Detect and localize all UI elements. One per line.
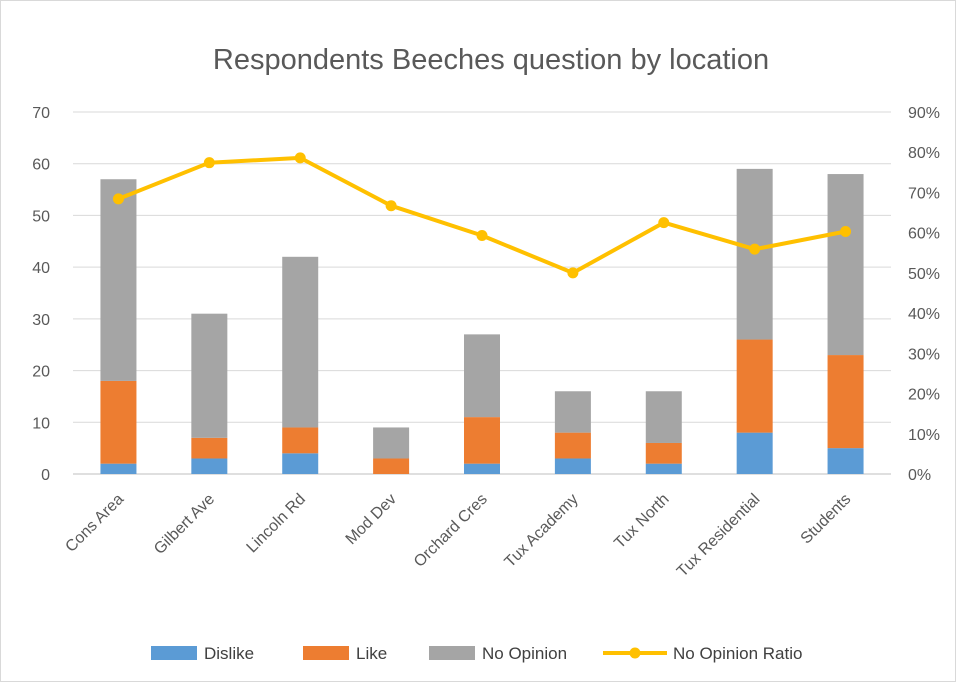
bar-no-opinion	[100, 179, 137, 381]
x-tick-label: Tux North	[611, 491, 672, 552]
bar-dislike	[191, 458, 228, 474]
bar-like	[736, 339, 773, 433]
bar-dislike	[554, 458, 591, 474]
right-tick-label: 40%	[908, 306, 940, 323]
legend: Dislike Like No Opinion No Opinion Ratio	[151, 644, 802, 663]
bar-no-opinion	[282, 256, 319, 428]
bar-dislike	[100, 463, 137, 474]
bar-like	[282, 427, 319, 454]
bar-like	[100, 380, 137, 464]
left-tick-label: 40	[32, 260, 50, 277]
x-axis: Cons Area Gilbert Ave Lincoln Rd Mod Dev Orc…	[62, 491, 854, 581]
bar-dislike	[736, 432, 773, 474]
bar-no-opinion	[827, 174, 864, 356]
x-tick-label: Gilbert Ave	[151, 491, 218, 558]
ratio-point	[112, 193, 124, 205]
bar-no-opinion	[464, 334, 500, 418]
bar-like	[645, 442, 682, 464]
right-tick-label: 30%	[908, 346, 940, 363]
legend-label: No Opinion	[482, 644, 567, 663]
right-tick-label: 0%	[908, 467, 931, 484]
right-tick-label: 10%	[908, 427, 940, 444]
ratio-point	[203, 157, 215, 169]
bar-no-opinion	[191, 313, 228, 438]
x-tick-label: Tux Academy	[502, 491, 582, 571]
left-tick-label: 70	[32, 105, 50, 122]
bar-like	[464, 417, 500, 464]
x-tick-label: Lincoln Rd	[244, 491, 309, 556]
left-tick-label: 0	[41, 467, 50, 484]
x-tick-label: Tux Residential	[674, 491, 764, 581]
ratio-point	[385, 200, 397, 212]
left-tick-label: 50	[32, 208, 50, 225]
right-tick-label: 50%	[908, 266, 940, 283]
bar-no-opinion	[554, 391, 591, 433]
x-tick-label: Mod Dev	[343, 491, 400, 548]
bar-like	[554, 432, 591, 459]
ratio-point	[749, 243, 761, 255]
right-tick-label: 70%	[908, 185, 940, 202]
ratio-point	[658, 217, 670, 229]
x-tick-label: Cons Area	[62, 491, 127, 556]
legend-swatch-dislike	[151, 646, 197, 660]
legend-swatch-no-opinion	[429, 646, 475, 660]
left-tick-label: 10	[32, 415, 50, 432]
legend-label: No Opinion Ratio	[673, 644, 802, 663]
bars	[100, 168, 864, 474]
ratio-point	[476, 229, 488, 241]
bar-dislike	[645, 463, 682, 474]
bar-no-opinion	[645, 391, 682, 443]
left-tick-label: 60	[32, 157, 50, 174]
right-tick-label: 20%	[908, 387, 940, 404]
right-tick-label: 80%	[908, 145, 940, 162]
legend-label: Dislike	[204, 644, 254, 663]
right-axis: 0% 10% 20% 30% 40% 50% 60% 70% 80% 90%	[908, 105, 940, 484]
chart-title: Respondents Beeches question by location	[213, 44, 769, 76]
bar-like	[191, 437, 228, 459]
ratio-point	[294, 152, 306, 164]
right-tick-label: 60%	[908, 226, 940, 243]
bar-no-opinion	[373, 427, 410, 459]
legend-label: Like	[356, 644, 387, 663]
left-tick-label: 30	[32, 312, 50, 329]
bar-like	[827, 355, 864, 449]
right-tick-label: 90%	[908, 105, 940, 122]
x-tick-label: Orchard Cres	[411, 491, 491, 571]
x-tick-label: Students	[798, 491, 855, 548]
ratio-point	[840, 225, 852, 237]
left-axis: 0 10 20 30 40 50 60 70	[32, 105, 50, 484]
legend-swatch-marker	[629, 647, 641, 659]
bar-dislike	[827, 448, 864, 474]
bar-like	[373, 458, 410, 474]
ratio-line	[112, 152, 852, 279]
left-tick-label: 20	[32, 364, 50, 381]
ratio-point	[567, 267, 579, 279]
bar-dislike	[464, 463, 500, 474]
bar-dislike	[282, 453, 319, 474]
legend-swatch-like	[303, 646, 349, 660]
